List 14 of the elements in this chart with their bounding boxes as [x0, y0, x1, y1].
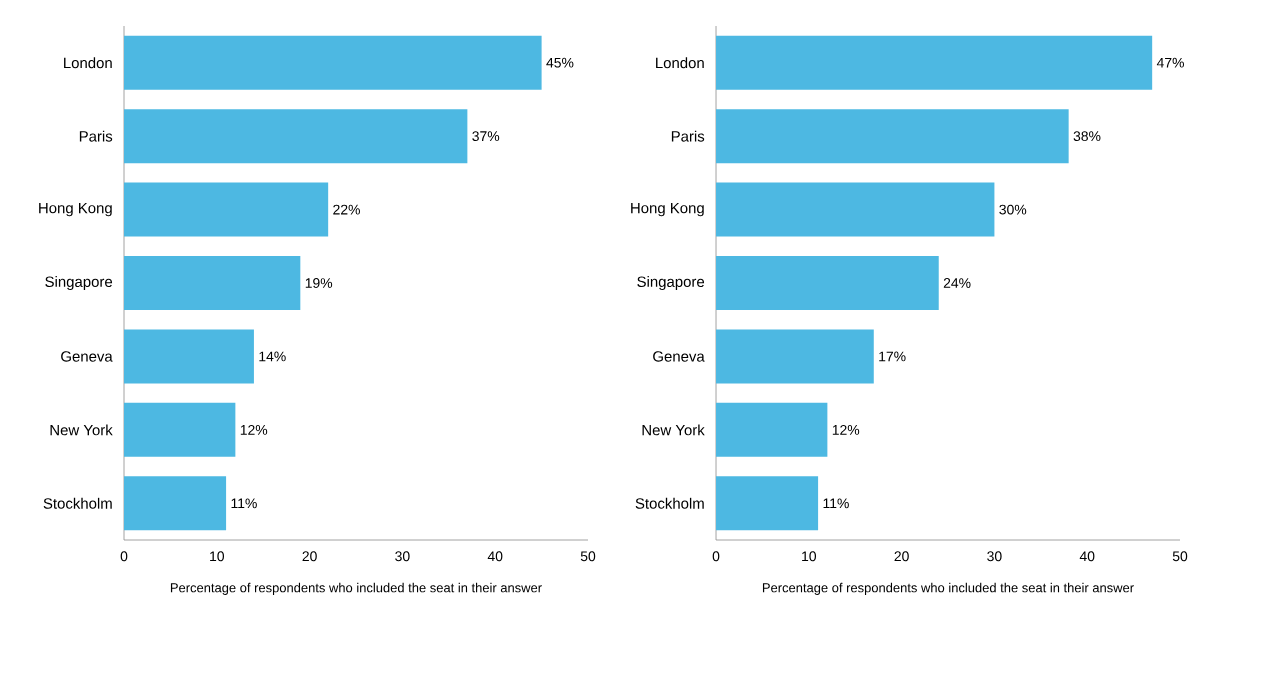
bar — [124, 329, 254, 384]
bar — [716, 182, 995, 237]
bar — [716, 109, 1069, 164]
bar — [124, 35, 542, 90]
bar — [124, 109, 468, 164]
bar — [716, 256, 939, 311]
bar — [124, 256, 301, 311]
bar — [716, 476, 819, 531]
bar — [716, 35, 1153, 90]
bar — [124, 402, 236, 457]
bar — [124, 476, 227, 531]
bar — [716, 402, 828, 457]
bar — [124, 182, 329, 237]
bar — [716, 329, 874, 384]
